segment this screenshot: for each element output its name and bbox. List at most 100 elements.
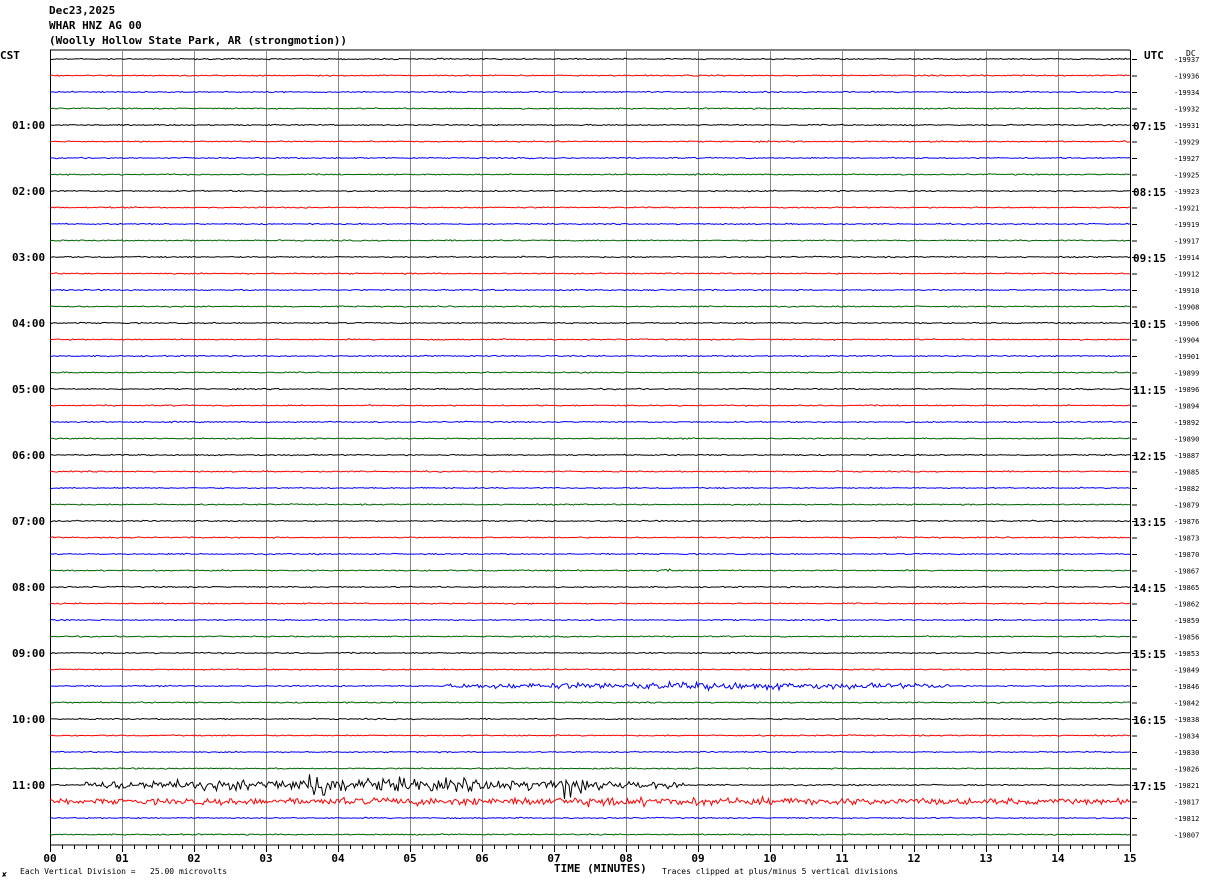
x-tick-label: 04 <box>331 852 345 865</box>
trace-row-41 <box>49 734 1131 737</box>
dc-offset-label: -19934 <box>1174 89 1199 97</box>
right-hour-label: 15:15 <box>1133 648 1166 661</box>
dc-label: DC <box>1186 49 1196 58</box>
clip-note: Traces clipped at plus/minus 5 vertical … <box>662 867 899 876</box>
x-tick-label: 03 <box>259 852 272 865</box>
dc-offset-label: -19908 <box>1174 304 1199 312</box>
dc-offset-label: -19927 <box>1174 155 1199 163</box>
trace-row-11 <box>49 239 1131 242</box>
x-tick-label: 08 <box>619 852 632 865</box>
dc-offset-label: -19932 <box>1174 106 1199 114</box>
trace-row-31 <box>49 568 1131 573</box>
dc-offset-label: -19830 <box>1174 749 1199 757</box>
dc-offset-label: -19919 <box>1174 221 1199 229</box>
dc-offset-label: -19899 <box>1174 370 1199 378</box>
x-tick-label: 11 <box>835 852 849 865</box>
right-hour-label: 10:15 <box>1133 318 1166 331</box>
left-hour-label: 09:00 <box>12 647 45 660</box>
trace-row-16 <box>49 321 1131 325</box>
trace-row-44 <box>49 774 1131 800</box>
left-hour-label: 10:00 <box>12 713 45 726</box>
trace-row-25 <box>49 470 1131 473</box>
trace-row-2 <box>49 90 1130 94</box>
trace-row-14 <box>49 288 1131 292</box>
trace-row-4 <box>50 123 1131 127</box>
trace-row-21 <box>50 404 1131 408</box>
dc-offset-label: -19921 <box>1174 205 1199 213</box>
dc-offset-label: -19917 <box>1174 238 1199 246</box>
dc-offset-label: -19923 <box>1174 188 1199 196</box>
trace-row-0 <box>49 57 1131 61</box>
left-zone-label: CST <box>0 49 20 62</box>
dc-offset-label: -19873 <box>1174 535 1199 543</box>
trace-row-45 <box>49 794 1131 808</box>
date-label: Dec23,2025 <box>49 4 116 17</box>
dc-offset-label: -19812 <box>1174 815 1199 823</box>
trace-row-46 <box>49 816 1131 820</box>
trace-row-28 <box>49 519 1131 523</box>
trace-row-24 <box>49 453 1131 457</box>
dc-offset-label: -19849 <box>1174 667 1199 675</box>
trace-row-35 <box>49 635 1131 638</box>
dc-offset-label: -19925 <box>1174 172 1199 180</box>
site-label: (Woolly Hollow State Park, AR (strongmot… <box>49 34 348 47</box>
x-tick-label: 05 <box>403 852 416 865</box>
trace-row-40 <box>49 717 1131 721</box>
dc-offset-label: -19870 <box>1174 551 1199 559</box>
dc-offset-label: -19894 <box>1174 403 1199 411</box>
x-tick-label: 01 <box>115 852 129 865</box>
right-hour-label: 11:15 <box>1133 384 1166 397</box>
trace-row-10 <box>49 222 1131 226</box>
left-hour-label: 04:00 <box>12 317 45 330</box>
right-hour-label: 13:15 <box>1133 516 1166 529</box>
dc-offset-label: -19853 <box>1174 650 1199 658</box>
trace-row-18 <box>49 354 1131 358</box>
trace-row-23 <box>49 437 1131 440</box>
right-hour-label: 07:15 <box>1133 120 1166 133</box>
right-hour-label: 08:15 <box>1133 186 1166 199</box>
dc-offset-label: -19929 <box>1174 139 1199 147</box>
right-hour-label: 09:15 <box>1133 252 1166 265</box>
dc-offset-label: -19887 <box>1174 452 1199 460</box>
trace-row-8 <box>49 189 1131 193</box>
right-hour-label: 17:15 <box>1133 780 1166 793</box>
dc-offset-label: -19936 <box>1174 73 1199 81</box>
plot-grid <box>50 49 1137 852</box>
dc-offset-label: -19892 <box>1174 419 1199 427</box>
dc-offset-label: -19817 <box>1174 799 1199 807</box>
dc-offset-label: -19859 <box>1174 617 1199 625</box>
right-zone-label: UTC <box>1144 49 1164 62</box>
corner-mark: ✘ <box>2 870 7 879</box>
dc-offset-label: -19846 <box>1174 683 1199 691</box>
dc-offset-label: -19856 <box>1174 634 1199 642</box>
left-hour-label: 08:00 <box>12 581 45 594</box>
trace-row-29 <box>49 536 1131 539</box>
x-tick-label: 02 <box>187 852 200 865</box>
trace-row-34 <box>49 618 1131 622</box>
dc-offset-label: -19931 <box>1174 122 1199 130</box>
dc-offset-label: -19865 <box>1174 584 1199 592</box>
dc-offset-label: -19901 <box>1174 353 1199 361</box>
dc-offset-label: -19914 <box>1174 254 1199 262</box>
dc-offset-label: -19876 <box>1174 518 1199 526</box>
trace-row-19 <box>49 371 1131 374</box>
trace-row-7 <box>49 173 1131 177</box>
trace-row-33 <box>49 602 1131 605</box>
right-hour-label: 16:15 <box>1133 714 1166 727</box>
dc-offset-label: -19904 <box>1174 337 1199 345</box>
x-tick-label: 10 <box>763 852 776 865</box>
dc-offset-label: -19821 <box>1174 782 1199 790</box>
trace-row-47 <box>49 833 1131 836</box>
x-tick-label: 13 <box>979 852 992 865</box>
dc-offset-label: -19937 <box>1174 56 1199 64</box>
trace-row-27 <box>49 503 1131 506</box>
x-tick-label: 12 <box>907 852 920 865</box>
trace-row-15 <box>49 305 1131 308</box>
left-hour-label: 03:00 <box>12 251 45 264</box>
x-tick-label: 06 <box>475 852 489 865</box>
trace-row-3 <box>49 107 1131 110</box>
right-hour-label: 12:15 <box>1133 450 1166 463</box>
left-hour-label: 01:00 <box>12 119 45 132</box>
dc-offset-label: -19885 <box>1174 469 1199 477</box>
